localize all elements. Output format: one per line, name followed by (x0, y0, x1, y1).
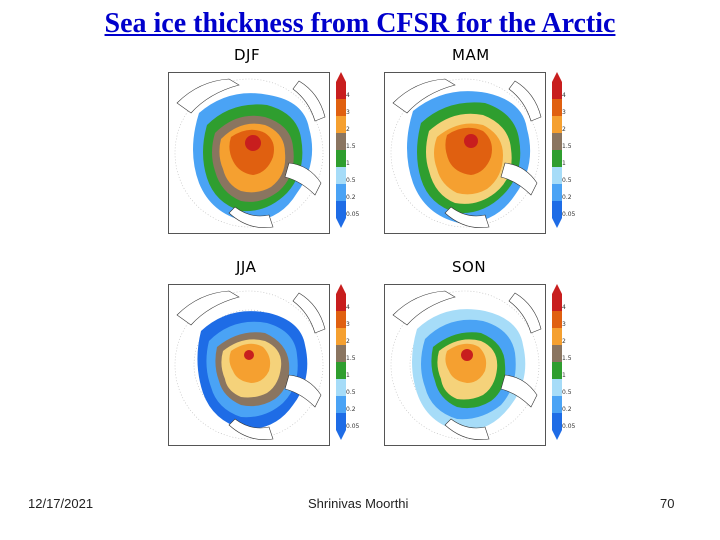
colorbar-tick: 2 (562, 126, 566, 133)
colorbar-tick: 0.5 (346, 177, 356, 184)
colorbar-tick: 0.05 (346, 423, 360, 430)
panel-label-mam: MAM (452, 46, 490, 64)
arctic-map-jja (174, 290, 326, 440)
colorbar-tick: 0.05 (562, 211, 576, 218)
panel-son: SON 4 (384, 258, 575, 448)
colorbar-tick: 2 (346, 126, 350, 133)
colorbar-djf: 4 3 2 1.5 1 0.5 0.2 0.05 (336, 72, 364, 232)
panel-label-jja: JJA (236, 258, 257, 276)
colorbar-tick: 3 (346, 109, 350, 116)
colorbar-tick: 0.2 (346, 406, 356, 413)
footer-page-number: 70 (660, 496, 675, 511)
colorbar-tick: 1 (562, 372, 566, 379)
colorbar-scale-son (552, 284, 562, 440)
colorbar-tick: 1 (562, 160, 566, 167)
colorbar-tick: 0.5 (346, 389, 356, 396)
colorbar-tick: 4 (562, 92, 566, 99)
colorbar-tick: 1 (346, 160, 350, 167)
panel-mam: MAM 4 (384, 46, 575, 236)
arctic-map-djf (174, 78, 326, 228)
colorbar-tick: 0.2 (562, 194, 572, 201)
map-djf (168, 72, 330, 234)
colorbar-tick: 4 (346, 304, 350, 311)
colorbar-tick: 4 (562, 304, 566, 311)
colorbar-tick: 1.5 (346, 143, 356, 150)
colorbar-tick: 1.5 (562, 143, 572, 150)
panel-label-djf: DJF (234, 46, 261, 64)
colorbar-tick: 0.2 (562, 406, 572, 413)
panel-label-son: SON (452, 258, 487, 276)
panel-jja: JJA 4 (168, 258, 359, 448)
colorbar-mam: 4 3 2 1.5 1 0.5 0.2 0.05 (552, 72, 580, 232)
colorbar-tick: 1.5 (346, 355, 356, 362)
arctic-map-son (390, 290, 542, 440)
colorbar-jja: 4 3 2 1.5 1 0.5 0.2 0.05 (336, 284, 364, 444)
colorbar-tick: 0.5 (562, 389, 572, 396)
map-jja (168, 284, 330, 446)
colorbar-tick: 0.2 (346, 194, 356, 201)
colorbar-son: 4 3 2 1.5 1 0.5 0.2 0.05 (552, 284, 580, 444)
colorbar-tick: 4 (346, 92, 350, 99)
footer-date: 12/17/2021 (28, 496, 94, 511)
colorbar-tick: 1.5 (562, 355, 572, 362)
colorbar-tick: 3 (562, 321, 566, 328)
colorbar-tick: 0.05 (562, 423, 576, 430)
colorbar-tick: 2 (346, 338, 350, 345)
colorbar-scale-djf (336, 72, 346, 228)
map-son (384, 284, 546, 446)
colorbar-tick: 0.05 (346, 211, 360, 218)
footer-author: Shrinivas Moorthi (308, 496, 409, 511)
colorbar-scale-mam (552, 72, 562, 228)
colorbar-tick: 3 (346, 321, 350, 328)
colorbar-tick: 3 (562, 109, 566, 116)
map-mam (384, 72, 546, 234)
colorbar-scale-jja (336, 284, 346, 440)
slide-title: Sea ice thickness from CFSR for the Arct… (104, 8, 616, 39)
colorbar-tick: 0.5 (562, 177, 572, 184)
colorbar-tick: 1 (346, 372, 350, 379)
panel-djf: DJF 4 (168, 46, 359, 236)
arctic-map-mam (390, 78, 542, 228)
colorbar-tick: 2 (562, 338, 566, 345)
